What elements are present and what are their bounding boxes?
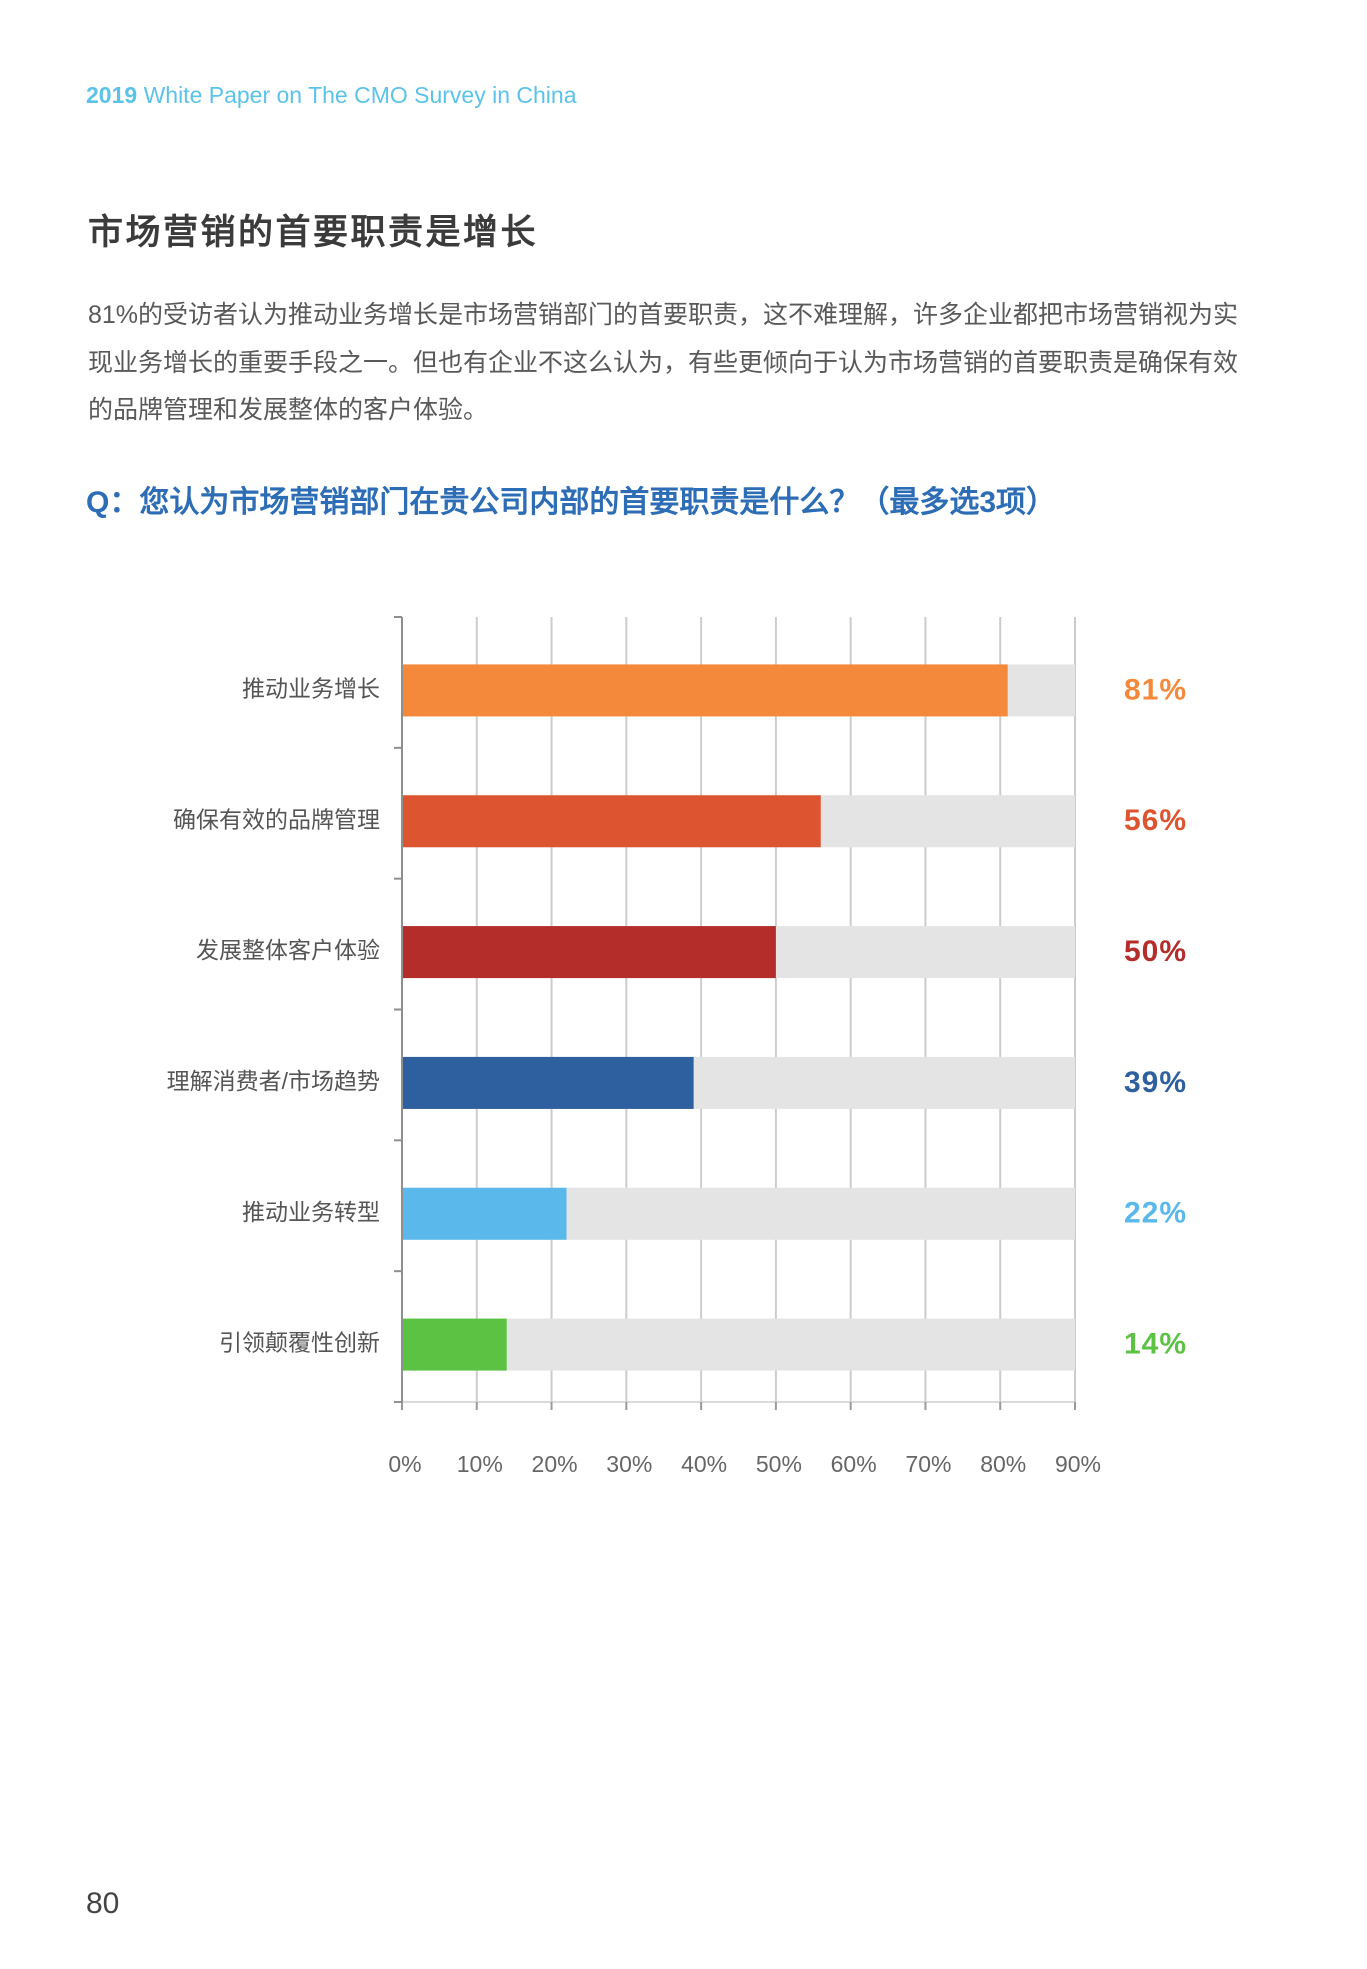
x-tick-label-30: 30%	[606, 1451, 652, 1477]
section-title: 市场营销的首要职责是增长	[88, 213, 539, 252]
bar-chart: 推动业务增长 81% 确保有效的品牌管理 56% 发展整体客户体验 50% 理解消费者/市场…	[167, 616, 1187, 1477]
category-label-4: 理解消费者/市场趋势	[167, 1068, 380, 1094]
data-label-5: 22%	[1124, 1197, 1187, 1230]
header-year: 2019	[86, 82, 138, 108]
document-header: 2019 White Paper on The CMO Survey in Ch…	[86, 80, 577, 110]
x-tick-label-90: 90%	[1055, 1451, 1101, 1477]
page-number: 80	[86, 1887, 120, 1920]
data-label-6: 14%	[1124, 1328, 1187, 1361]
chart-question-title: Q：您认为市场营销部门在贵公司内部的首要职责是什么？（最多选3项）	[86, 486, 1057, 519]
intro-paragraph: 81%的受访者认为推动业务增长是市场营销部门的首要职责，这不难理解，许多企业都把…	[88, 292, 1238, 435]
bar-6	[403, 1318, 507, 1371]
category-label-1: 推动业务增长	[242, 675, 380, 701]
bar-4	[403, 1056, 694, 1109]
data-label-4: 39%	[1124, 1066, 1187, 1099]
paragraph-line: 的品牌管理和发展整体的客户体验。	[88, 396, 489, 424]
bar-5	[403, 1187, 567, 1240]
bar-2	[403, 795, 821, 848]
bar-1	[403, 664, 1008, 717]
data-label-1: 81%	[1124, 673, 1187, 706]
x-tick-label-40: 40%	[681, 1451, 727, 1477]
x-tick-label-0: 0%	[388, 1451, 421, 1477]
category-label-2: 确保有效的品牌管理	[173, 806, 380, 832]
x-tick-label-70: 70%	[905, 1451, 951, 1477]
x-tick-label-20: 20%	[532, 1451, 578, 1477]
bar-3	[403, 926, 776, 979]
x-tick-label-10: 10%	[457, 1451, 503, 1477]
category-label-5: 推动业务转型	[242, 1199, 380, 1225]
data-label-3: 50%	[1124, 935, 1187, 968]
data-label-2: 56%	[1124, 804, 1187, 837]
x-tick-label-60: 60%	[831, 1451, 877, 1477]
paragraph-line: 81%的受访者认为推动业务增长是市场营销部门的首要职责，这不难理解，许多企业都把…	[88, 301, 1239, 329]
x-tick-label-50: 50%	[756, 1451, 802, 1477]
category-label-3: 发展整体客户体验	[196, 937, 380, 963]
paragraph-line: 现业务增长的重要手段之一。但也有企业不这么认为，有些更倾向于认为市场营销的首要职…	[88, 348, 1239, 377]
header-title: White Paper on The CMO Survey in China	[143, 82, 577, 108]
category-label-6: 引领颠覆性创新	[219, 1330, 380, 1356]
bar-track-6	[403, 1318, 1075, 1371]
x-tick-label-80: 80%	[980, 1451, 1026, 1477]
